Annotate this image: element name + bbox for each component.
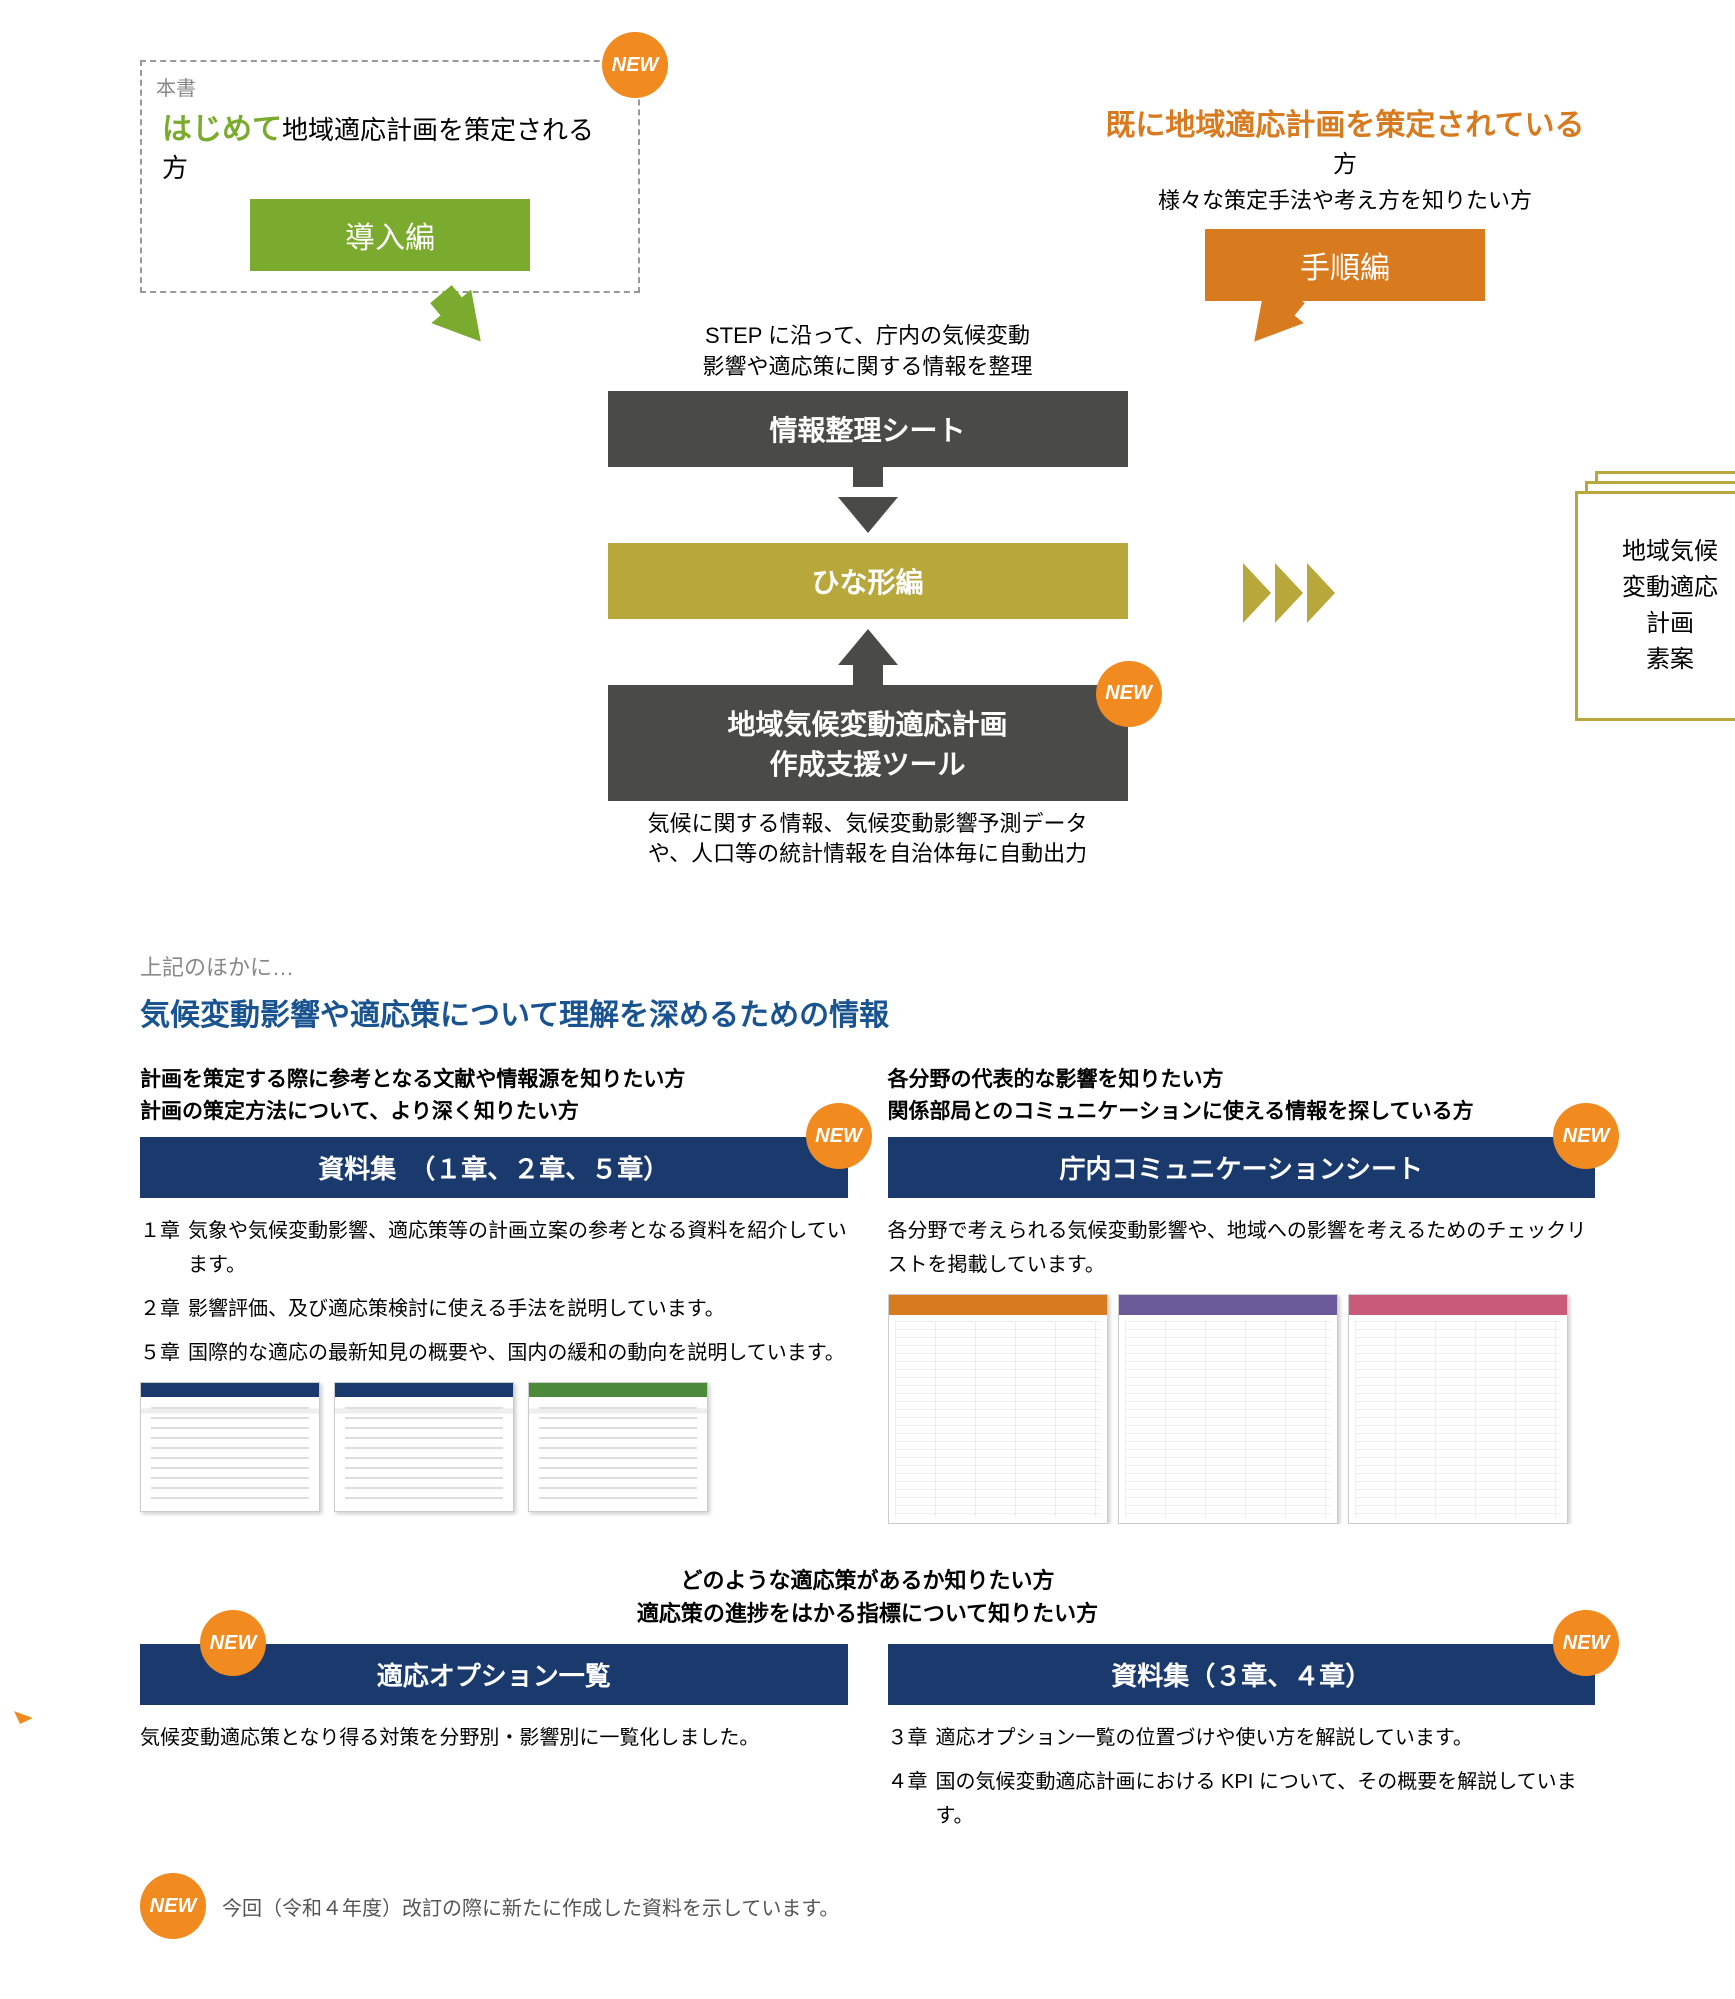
new-badge-icon: NEW: [806, 1103, 872, 1169]
arrow-stem-icon: [853, 665, 883, 685]
info-columns: 計画を策定する際に参考となる文献や情報源を知りたい方 計画の策定方法について、よ…: [140, 1064, 1595, 1524]
left-column: 計画を策定する際に参考となる文献や情報源を知りたい方 計画の策定方法について、よ…: [140, 1064, 848, 1524]
navy-bar-options: 適応オプション一覧 NEW: [140, 1644, 848, 1705]
new-badge-icon: NEW: [1096, 661, 1162, 727]
doc-text: 地域気候 変動適応 計画 素案: [1575, 491, 1735, 721]
section-pre-label: 上記のほかに…: [140, 950, 1595, 982]
lead-text: 各分野の代表的な影響を知りたい方 関係部局とのコミュニケーションに使える情報を探…: [888, 1064, 1596, 1127]
flow-bottom-text: 気候に関する情報、気候変動影響予測データ や、人口等の統計情報を自治体毎に自動出…: [608, 809, 1128, 871]
flowchart: STEP に沿って、庁内の気候変動 影響や適応策に関する情報を整理 情報整理シー…: [140, 321, 1595, 870]
arrow-up-icon: [838, 629, 898, 665]
intro-line-right: 既に地域適応計画を策定されている方: [1095, 100, 1595, 179]
bottom-left-column: 適応オプション一覧 NEW 気候変動適応策となり得る対策を分野別・影響別に一覧化…: [140, 1644, 848, 1843]
bottom-right-column: 資料集（３章、４章） NEW ３章適応オプション一覧の位置づけや使い方を解説して…: [888, 1644, 1596, 1843]
chevron-right-icon: [1243, 563, 1335, 623]
thumbnail-row: [888, 1294, 1596, 1524]
intro-button-green: 導入編: [250, 199, 530, 271]
highlight-text: はじめて: [162, 113, 282, 146]
thumbnail-icon: [528, 1382, 708, 1512]
thumbnail-icon: [1118, 1294, 1338, 1524]
navy-bar-resources34: 資料集（３章、４章） NEW: [888, 1644, 1596, 1705]
flow-box-sheet: 情報整理シート: [608, 391, 1128, 467]
thumbnail-icon: [140, 1382, 320, 1512]
section-title: 気候変動影響や適応策について理解を深めるための情報: [140, 990, 1595, 1034]
intro-box-left: 本書 NEW はじめて地域適応計画を策定される方 導入編: [140, 60, 640, 293]
flow-box-template: ひな形編: [608, 543, 1128, 619]
thumbnail-row: [140, 1382, 848, 1512]
intro-sub-right: 様々な策定手法や考え方を知りたい方: [1095, 183, 1595, 215]
intro-box-right: 既に地域適応計画を策定されている方 様々な策定手法や考え方を知りたい方 手順編: [1095, 100, 1595, 301]
body-text: 気候変動適応策となり得る対策を分野別・影響別に一覧化しました。: [140, 1721, 848, 1755]
thumbnail-icon: [888, 1294, 1108, 1524]
footer-note: NEW 今回（令和４年度）改訂の際に新たに作成した資料を示しています。: [140, 1873, 1595, 1939]
body-text: 各分野で考えられる気候変動影響や、地域への影響を考えるためのチェックリストを掲載…: [888, 1214, 1596, 1282]
arrow-stem-icon: [853, 467, 883, 487]
new-badge-icon: NEW: [1553, 1103, 1619, 1169]
right-column: 各分野の代表的な影響を知りたい方 関係部局とのコミュニケーションに使える情報を探…: [888, 1064, 1596, 1524]
top-row: 本書 NEW はじめて地域適応計画を策定される方 導入編 既に地域適応計画を策定…: [140, 60, 1595, 301]
body-text: １章気象や気候変動影響、適応策等の計画立案の参考となる資料を紹介しています。 ２…: [140, 1214, 848, 1370]
new-badge-icon: NEW: [140, 1873, 206, 1939]
new-badge-icon: NEW: [602, 32, 668, 98]
new-badge-icon: NEW: [1553, 1610, 1619, 1676]
lead-text: 計画を策定する際に参考となる文献や情報源を知りたい方 計画の策定方法について、よ…: [140, 1064, 848, 1127]
corner-label: 本書: [156, 72, 196, 101]
thumbnail-icon: [334, 1382, 514, 1512]
bottom-columns: 適応オプション一覧 NEW 気候変動適応策となり得る対策を分野別・影響別に一覧化…: [140, 1644, 1595, 1843]
flow-intro-text: STEP に沿って、庁内の気候変動 影響や適応策に関する情報を整理: [608, 321, 1128, 383]
arrow-down-icon: [838, 497, 898, 533]
body-text: ３章適応オプション一覧の位置づけや使い方を解説しています。 ４章国の気候変動適応…: [888, 1721, 1596, 1833]
flow-box-tool: NEW 地域気候変動適応計画 作成支援ツール: [608, 685, 1128, 801]
intro-line-left: はじめて地域適応計画を策定される方: [162, 104, 618, 185]
navy-bar-resources: 資料集 （１章、２章、５章） NEW: [140, 1137, 848, 1198]
bottom-lead-text: どのような適応策があるか知りたい方 適応策の進捗をはかる指標について知りたい方: [140, 1564, 1595, 1630]
thumbnail-icon: [1348, 1294, 1568, 1524]
footer-text: 今回（令和４年度）改訂の際に新たに作成した資料を示しています。: [222, 1892, 839, 1921]
new-badge-icon: NEW: [200, 1610, 266, 1676]
intro-button-orange: 手順編: [1205, 229, 1485, 301]
navy-bar-communication: 庁内コミュニケーションシート NEW: [888, 1137, 1596, 1198]
